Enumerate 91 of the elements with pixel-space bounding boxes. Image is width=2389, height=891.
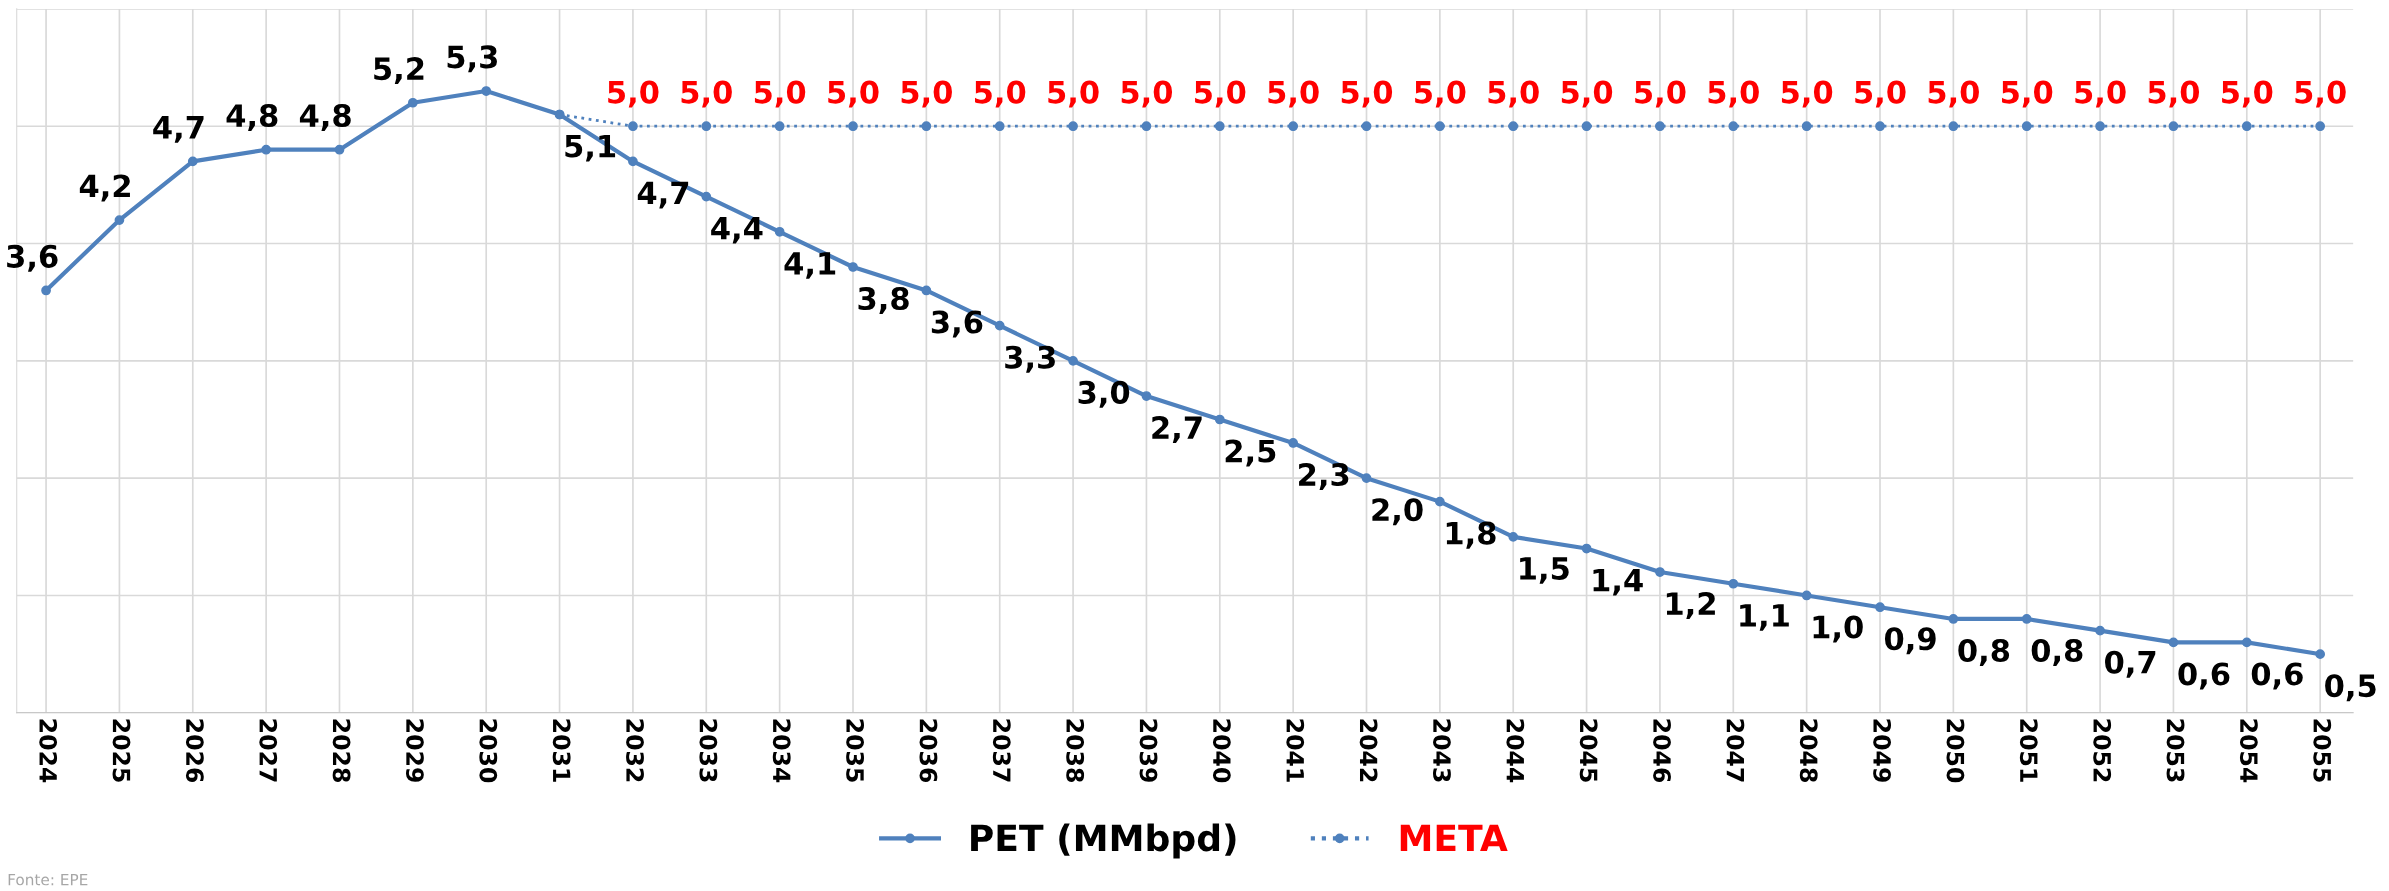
- data-label: 5,0: [1928, 80, 1979, 108]
- data-label: 5,0: [1855, 80, 1906, 108]
- data-label: 5,0: [828, 80, 879, 108]
- x-tick-label: 2039: [1139, 719, 1158, 782]
- data-label: 4,7: [153, 116, 204, 143]
- x-tick-label: 2046: [1653, 719, 1671, 783]
- x-tick-label: 2027: [259, 719, 278, 782]
- source-note: Fonte: EPE: [8, 874, 88, 886]
- data-label: 2,5: [1225, 439, 1276, 467]
- data-label: 5,0: [975, 80, 1026, 108]
- data-label: 5,0: [608, 80, 659, 108]
- data-label: 4,4: [711, 217, 763, 244]
- x-tick-label: 2054: [2239, 719, 2258, 783]
- x-tick-label: 2037: [992, 719, 1011, 782]
- data-label: 5,0: [2222, 80, 2273, 108]
- data-label: 5,0: [1488, 80, 1539, 108]
- x-tick-label: 2032: [626, 719, 644, 782]
- data-label: 5,0: [1415, 80, 1466, 108]
- data-label: 5,0: [754, 80, 806, 108]
- x-tick-label: 2043: [1433, 719, 1451, 782]
- x-tick-label: 2049: [1873, 719, 1892, 782]
- data-label: 5,2: [374, 57, 424, 85]
- data-label: 0,7: [2105, 650, 2156, 678]
- x-tick-label: 2026: [185, 719, 204, 783]
- data-label: 0,5: [2325, 674, 2376, 702]
- x-tick-label: 2036: [919, 719, 938, 783]
- x-tick-label: 2052: [2093, 719, 2112, 782]
- data-label: 4,2: [79, 174, 130, 202]
- data-label: 5,0: [1048, 80, 1099, 108]
- data-label: 5,0: [2075, 80, 2126, 108]
- legend-label: PET (MMbpd): [971, 823, 1236, 859]
- x-tick-label: 2048: [1799, 719, 1818, 782]
- x-tick-label: 2028: [332, 719, 351, 782]
- x-tick-label: 2045: [1579, 719, 1598, 782]
- x-tick-label: 2038: [1066, 719, 1085, 782]
- data-label: 0,8: [1958, 638, 2010, 666]
- x-tick-label: 2031: [552, 719, 571, 782]
- x-tick-label: 2030: [479, 719, 498, 783]
- data-label: 2,3: [1299, 462, 1349, 490]
- data-label: 0,6: [2251, 662, 2303, 690]
- data-label: 5,0: [1195, 80, 1246, 108]
- legend-label: META: [1400, 824, 1508, 851]
- data-label: 5,0: [1341, 80, 1393, 108]
- x-tick-label: 2024: [39, 719, 58, 783]
- data-label: 3,6: [931, 310, 983, 338]
- x-tick-label: 2044: [1506, 719, 1525, 783]
- data-label: 5,0: [1561, 80, 1613, 108]
- data-label: 5,0: [2295, 80, 2346, 108]
- x-tick-label: 2055: [2313, 719, 2332, 782]
- data-label: 0,9: [1884, 627, 1936, 655]
- data-label: 3,6: [7, 244, 58, 272]
- x-tick-label: 2047: [1726, 719, 1745, 782]
- x-tick-label: 2050: [1946, 719, 1965, 783]
- data-label: 3,0: [1078, 380, 1130, 408]
- data-label: 5,0: [681, 80, 732, 108]
- data-label: 3,3: [1005, 345, 1055, 373]
- data-label: 4,7: [637, 181, 689, 209]
- data-label: 1,8: [1446, 521, 1496, 549]
- data-label: 5,0: [2002, 80, 2053, 108]
- data-label: 5,0: [1781, 80, 1833, 108]
- data-label: 5,0: [1121, 80, 1173, 108]
- x-tick-label: 2033: [699, 719, 718, 782]
- data-label: 2,7: [1152, 416, 1202, 444]
- data-label: 5,0: [1635, 80, 1686, 108]
- data-label: 4,8: [226, 103, 278, 132]
- x-tick-label: 2035: [846, 719, 865, 782]
- x-tick-label: 2034: [772, 719, 791, 783]
- x-tick-label: 2051: [2019, 719, 2038, 782]
- data-label: 1,0: [1813, 615, 1863, 643]
- data-label: 1,5: [1520, 557, 1569, 584]
- data-label: 1,4: [1593, 568, 1643, 596]
- data-label: 5,1: [565, 134, 616, 162]
- data-label: 5,0: [2148, 80, 2200, 108]
- x-tick-label: 2029: [406, 719, 424, 782]
- data-label: 4,1: [784, 252, 836, 279]
- x-tick-label: 2041: [1286, 719, 1305, 782]
- x-tick-label: 2053: [2166, 719, 2185, 782]
- data-label: 0,6: [2178, 662, 2230, 690]
- data-label: 1,2: [1666, 592, 1715, 620]
- x-tick-label: 2040: [1212, 719, 1231, 783]
- data-label: 5,3: [447, 45, 497, 73]
- x-tick-label: 2025: [112, 719, 131, 782]
- data-label: 0,8: [2031, 638, 2083, 666]
- data-label: 5,0: [901, 80, 952, 108]
- data-label: 5,0: [1708, 80, 1759, 108]
- data-label: 4,8: [299, 103, 351, 132]
- data-label: 1,1: [1740, 604, 1789, 631]
- x-tick-label: 2042: [1359, 719, 1378, 782]
- data-label: 3,8: [858, 286, 909, 314]
- data-label: 2,0: [1372, 498, 1423, 526]
- data-label: 5,0: [1268, 80, 1319, 108]
